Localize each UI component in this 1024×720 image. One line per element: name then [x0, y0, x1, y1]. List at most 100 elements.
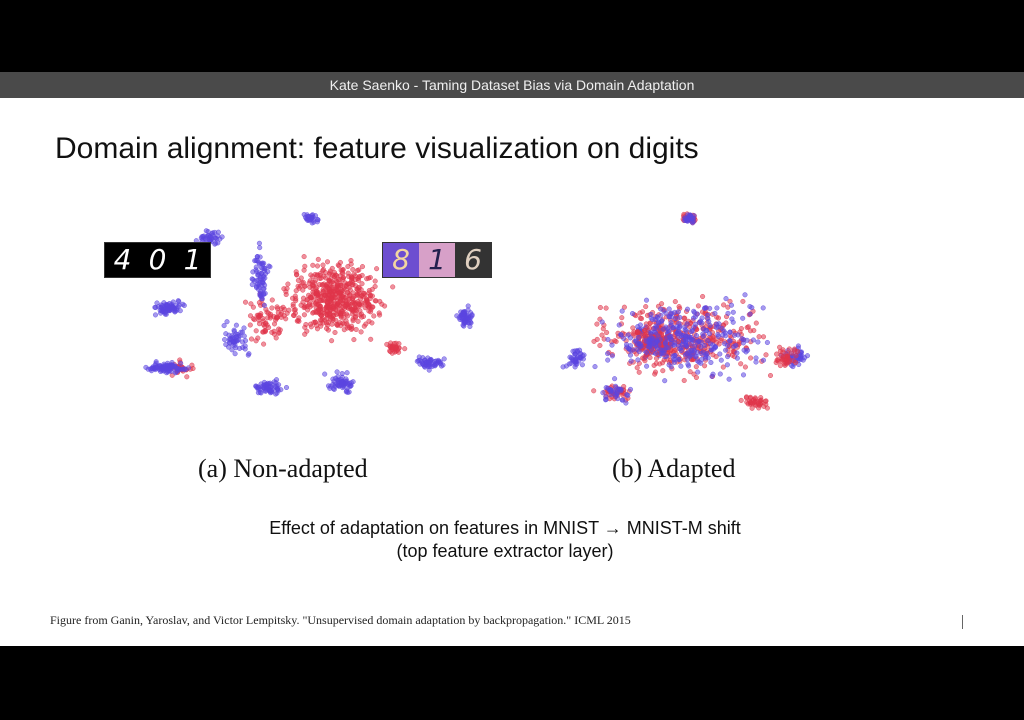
- scatter-point: [720, 364, 726, 370]
- scatter-point: [641, 356, 647, 362]
- scatter-point: [350, 318, 356, 324]
- scatter-point: [321, 298, 327, 304]
- scatter-point: [629, 310, 636, 317]
- scatter-point: [307, 284, 313, 290]
- scatter-point: [655, 346, 661, 352]
- scatter-point: [566, 361, 572, 367]
- scatter-point: [659, 318, 665, 324]
- scatter-point: [707, 322, 713, 328]
- scatter-point: [256, 317, 262, 323]
- scatter-point: [795, 348, 801, 355]
- scatter-point: [635, 357, 641, 363]
- scatter-point: [307, 321, 314, 327]
- scatter-point: [158, 310, 164, 316]
- scatter-point: [331, 378, 337, 384]
- scatter-point: [605, 351, 611, 357]
- scatter-point: [597, 304, 603, 311]
- scatter-point: [366, 290, 372, 296]
- scatter-point: [260, 321, 266, 328]
- scatter-point: [341, 321, 347, 327]
- scatter-point: [694, 311, 700, 317]
- scatter-point: [712, 310, 718, 316]
- scatter-point: [698, 344, 704, 350]
- scatter-plot-non-adapted: [143, 211, 475, 397]
- scatter-point: [166, 300, 173, 307]
- scatter-point: [368, 309, 374, 315]
- scatter-point: [229, 347, 235, 353]
- scatter-point: [662, 378, 668, 384]
- scatter-point: [319, 310, 325, 316]
- scatter-point: [703, 353, 709, 359]
- scatter-point: [717, 371, 723, 377]
- scatter-point: [285, 281, 291, 287]
- scatter-point: [253, 338, 259, 344]
- scatter-point: [592, 364, 598, 370]
- scatter-point: [358, 329, 364, 335]
- scatter-point: [250, 304, 256, 310]
- scatter-point: [652, 329, 658, 335]
- scatter-point: [454, 313, 460, 319]
- scatter-point: [343, 303, 349, 309]
- scatter-point: [693, 353, 699, 359]
- scatter-point: [273, 391, 279, 397]
- scatter-point: [721, 302, 727, 308]
- scatter-point: [673, 315, 679, 321]
- scatter-point: [609, 342, 615, 348]
- scatter-point: [749, 405, 755, 411]
- scatter-point: [727, 338, 733, 344]
- scatter-point: [256, 300, 262, 306]
- scatter-point: [646, 325, 653, 331]
- scatter-point: [389, 350, 395, 356]
- scatter-point: [223, 331, 229, 337]
- scatter-point: [242, 338, 249, 344]
- scatter-point: [597, 342, 603, 349]
- mnistm-digit: 6: [455, 243, 491, 277]
- scatter-point: [662, 340, 668, 346]
- scatter-point: [295, 317, 301, 323]
- scatter-point: [175, 304, 181, 310]
- scatter-point: [652, 350, 659, 357]
- scatter-point: [253, 328, 259, 334]
- scatter-point: [377, 298, 383, 304]
- scatter-point: [354, 291, 360, 297]
- scatter-point: [336, 290, 342, 296]
- scatter-point: [764, 405, 770, 411]
- scatter-point: [261, 260, 267, 266]
- scatter-point: [266, 263, 272, 269]
- scatter-point: [689, 219, 695, 225]
- scatter-point: [152, 312, 159, 318]
- scatter-point: [714, 305, 720, 311]
- scatter-point: [340, 292, 346, 298]
- scatter-point: [713, 321, 720, 327]
- scatter-point: [292, 310, 298, 316]
- scatter-point: [702, 363, 708, 369]
- scatter-point: [200, 234, 206, 240]
- scatter-point: [572, 356, 579, 362]
- scatter-point: [734, 350, 740, 356]
- scatter-point: [672, 352, 678, 358]
- scatter-point: [666, 313, 672, 320]
- scatter-point: [364, 297, 370, 304]
- scatter-point: [153, 365, 159, 371]
- scatter-point: [560, 364, 566, 370]
- scatter-point: [239, 329, 245, 335]
- scatter-point: [258, 381, 264, 387]
- scatter-point: [643, 304, 649, 310]
- scatter-point: [700, 333, 707, 339]
- scatter-point: [166, 365, 172, 372]
- scatter-point: [704, 327, 710, 334]
- scatter-point: [324, 325, 330, 332]
- scatter-point: [614, 390, 620, 396]
- scatter-point: [309, 215, 315, 221]
- scatter-point: [340, 267, 346, 273]
- scatter-point: [315, 217, 321, 223]
- scatter-point: [710, 352, 716, 358]
- scatter-point: [330, 313, 336, 319]
- scatter-point: [301, 267, 307, 273]
- scatter-point: [269, 305, 275, 311]
- scatter-point: [740, 315, 746, 321]
- scatter-point: [677, 346, 683, 352]
- scatter-point: [643, 349, 650, 355]
- mnist-digit: 4: [113, 243, 132, 276]
- scatter-point: [353, 326, 359, 333]
